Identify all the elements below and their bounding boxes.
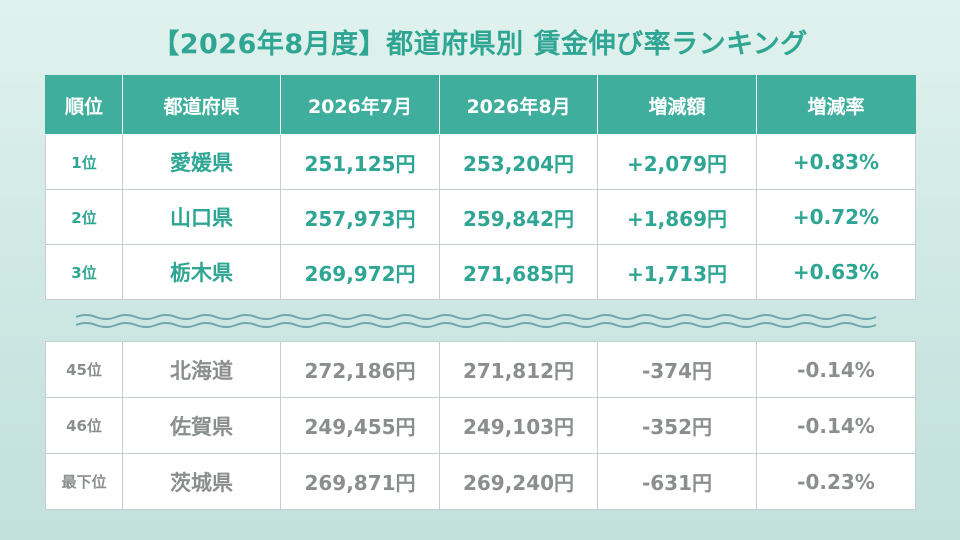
- header-prefecture: 都道府県: [122, 75, 281, 135]
- prefecture-cell: 佐賀県: [122, 397, 281, 454]
- table-row: 2位 山口県 257,973円 259,842円 +1,869円 +0.72%: [45, 189, 916, 245]
- august-wage-cell: 259,842円: [439, 189, 598, 245]
- change-amount-cell: +2,079円: [597, 134, 757, 190]
- table-row: 45位 北海道 272,186円 271,812円 -374円 -0.14%: [45, 341, 916, 398]
- table-row: 46位 佐賀県 249,455円 249,103円 -352円 -0.14%: [45, 397, 916, 454]
- change-rate-cell: +0.83%: [756, 134, 916, 190]
- header-august: 2026年8月: [439, 75, 598, 135]
- july-wage-cell: 269,871円: [280, 453, 440, 510]
- table-row: 3位 栃木県 269,972円 271,685円 +1,713円 +0.63%: [45, 244, 916, 300]
- rank-cell: 最下位: [45, 453, 123, 510]
- ranking-table-top: 順位 都道府県 2026年7月 2026年8月 増減額 増減率 1位 愛媛県 2…: [45, 75, 916, 300]
- wavy-divider: [76, 314, 877, 328]
- change-rate-cell: +0.72%: [756, 189, 916, 245]
- august-wage-cell: 271,685円: [439, 244, 598, 300]
- july-wage-cell: 251,125円: [280, 134, 440, 190]
- july-wage-cell: 249,455円: [280, 397, 440, 454]
- table-row: 最下位 茨城県 269,871円 269,240円 -631円 -0.23%: [45, 453, 916, 510]
- july-wage-cell: 272,186円: [280, 341, 440, 398]
- august-wage-cell: 253,204円: [439, 134, 598, 190]
- rank-cell: 45位: [45, 341, 123, 398]
- change-amount-cell: -631円: [597, 453, 757, 510]
- change-rate-cell: +0.63%: [756, 244, 916, 300]
- prefecture-cell: 栃木県: [122, 244, 281, 300]
- rank-cell: 46位: [45, 397, 123, 454]
- august-wage-cell: 271,812円: [439, 341, 598, 398]
- july-wage-cell: 257,973円: [280, 189, 440, 245]
- rank-cell: 2位: [45, 189, 123, 245]
- ranking-table-bottom: 45位 北海道 272,186円 271,812円 -374円 -0.14% 4…: [45, 341, 916, 510]
- header-rank: 順位: [45, 75, 123, 135]
- change-rate-cell: -0.14%: [756, 341, 916, 398]
- change-rate-cell: -0.23%: [756, 453, 916, 510]
- page-title: 【2026年8月度】都道府県別 賃金伸び率ランキング: [152, 29, 808, 60]
- prefecture-cell: 茨城県: [122, 453, 281, 510]
- table-header-row: 順位 都道府県 2026年7月 2026年8月 増減額 増減率: [45, 75, 916, 135]
- header-change-rate: 増減率: [756, 75, 916, 135]
- rank-cell: 3位: [45, 244, 123, 300]
- table-row: 1位 愛媛県 251,125円 253,204円 +2,079円 +0.83%: [45, 134, 916, 190]
- change-amount-cell: -352円: [597, 397, 757, 454]
- july-wage-cell: 269,972円: [280, 244, 440, 300]
- wavy-line-upper: [76, 314, 877, 320]
- rank-cell: 1位: [45, 134, 123, 190]
- change-amount-cell: +1,869円: [597, 189, 757, 245]
- change-amount-cell: -374円: [597, 341, 757, 398]
- august-wage-cell: 249,103円: [439, 397, 598, 454]
- prefecture-cell: 北海道: [122, 341, 281, 398]
- header-july: 2026年7月: [280, 75, 440, 135]
- wavy-line-lower: [76, 322, 877, 328]
- prefecture-cell: 愛媛県: [122, 134, 281, 190]
- header-change-amount: 増減額: [597, 75, 757, 135]
- change-rate-cell: -0.14%: [756, 397, 916, 454]
- prefecture-cell: 山口県: [122, 189, 281, 245]
- august-wage-cell: 269,240円: [439, 453, 598, 510]
- change-amount-cell: +1,713円: [597, 244, 757, 300]
